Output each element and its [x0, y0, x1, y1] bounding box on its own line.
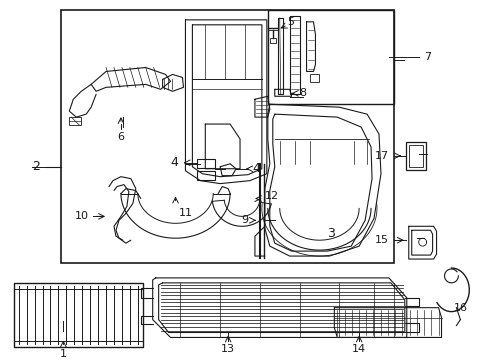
Bar: [270, 38, 276, 43]
Bar: [268, 10, 394, 104]
Text: 8: 8: [299, 88, 307, 98]
Text: 16: 16: [453, 303, 467, 313]
Text: 9: 9: [241, 215, 248, 225]
Text: 4: 4: [252, 162, 260, 175]
Text: 4: 4: [171, 156, 178, 169]
Text: 6: 6: [118, 132, 124, 142]
Text: 11: 11: [178, 208, 193, 219]
Bar: [409, 145, 423, 167]
Bar: [14, 341, 143, 347]
Text: 12: 12: [265, 190, 279, 201]
Text: 1: 1: [60, 349, 67, 359]
Bar: [14, 283, 143, 289]
Text: 7: 7: [424, 51, 431, 62]
Bar: [406, 142, 426, 170]
Bar: [14, 283, 143, 347]
Text: 3: 3: [327, 227, 335, 240]
Text: 14: 14: [352, 345, 366, 354]
Text: 13: 13: [221, 345, 235, 354]
Bar: [61, 10, 394, 263]
Text: 17: 17: [375, 151, 389, 161]
Bar: [197, 171, 215, 180]
Text: 2: 2: [32, 160, 40, 173]
Bar: [69, 117, 81, 125]
Bar: [310, 75, 319, 82]
Text: 5: 5: [288, 17, 294, 27]
Bar: [197, 159, 215, 168]
Text: 10: 10: [75, 211, 89, 221]
Text: 15: 15: [375, 235, 389, 245]
